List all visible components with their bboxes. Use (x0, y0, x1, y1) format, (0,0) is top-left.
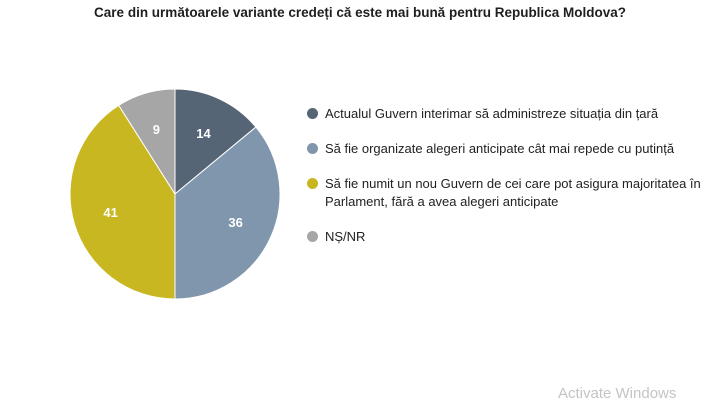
pie-slice-nou-guvern (69, 104, 176, 300)
legend-label: Să fie organizate alegeri anticipate cât… (325, 141, 675, 156)
legend-swatch (307, 143, 318, 154)
data-label-guvern-interimar: 14 (196, 126, 211, 141)
legend-item-nou-guvern: Să fie numit un nou Guvern de cei care p… (307, 175, 707, 211)
activate-windows-watermark: Activate Windows (558, 385, 677, 402)
legend-item-ns-nr: NȘ/NR (307, 228, 707, 246)
chart-legend: Actualul Guvern interimar să administrez… (307, 105, 707, 263)
data-label-ns-nr: 9 (153, 122, 160, 137)
pie-slice-ns-nr (118, 88, 176, 196)
legend-item-alegeri-anticipate: Să fie organizate alegeri anticipate cât… (307, 140, 707, 158)
data-label-nou-guvern: 41 (103, 205, 117, 220)
legend-swatch (307, 178, 318, 189)
pie-slice-guvern-interimar (174, 88, 257, 196)
legend-label: Să fie numit un nou Guvern de cei care p… (325, 176, 701, 209)
data-label-alegeri-anticipate: 36 (228, 215, 242, 230)
legend-label: NȘ/NR (325, 229, 366, 244)
legend-label: Actualul Guvern interimar să administrez… (325, 106, 659, 121)
legend-swatch (307, 108, 318, 119)
chart-title: Care din următoarele variante credeți că… (94, 5, 626, 20)
pie-slice-alegeri-anticipate (174, 126, 281, 300)
legend-swatch (307, 231, 318, 242)
legend-item-guvern-interimar: Actualul Guvern interimar să administrez… (307, 105, 707, 123)
pie-chart: 14 36 41 9 (69, 88, 281, 300)
